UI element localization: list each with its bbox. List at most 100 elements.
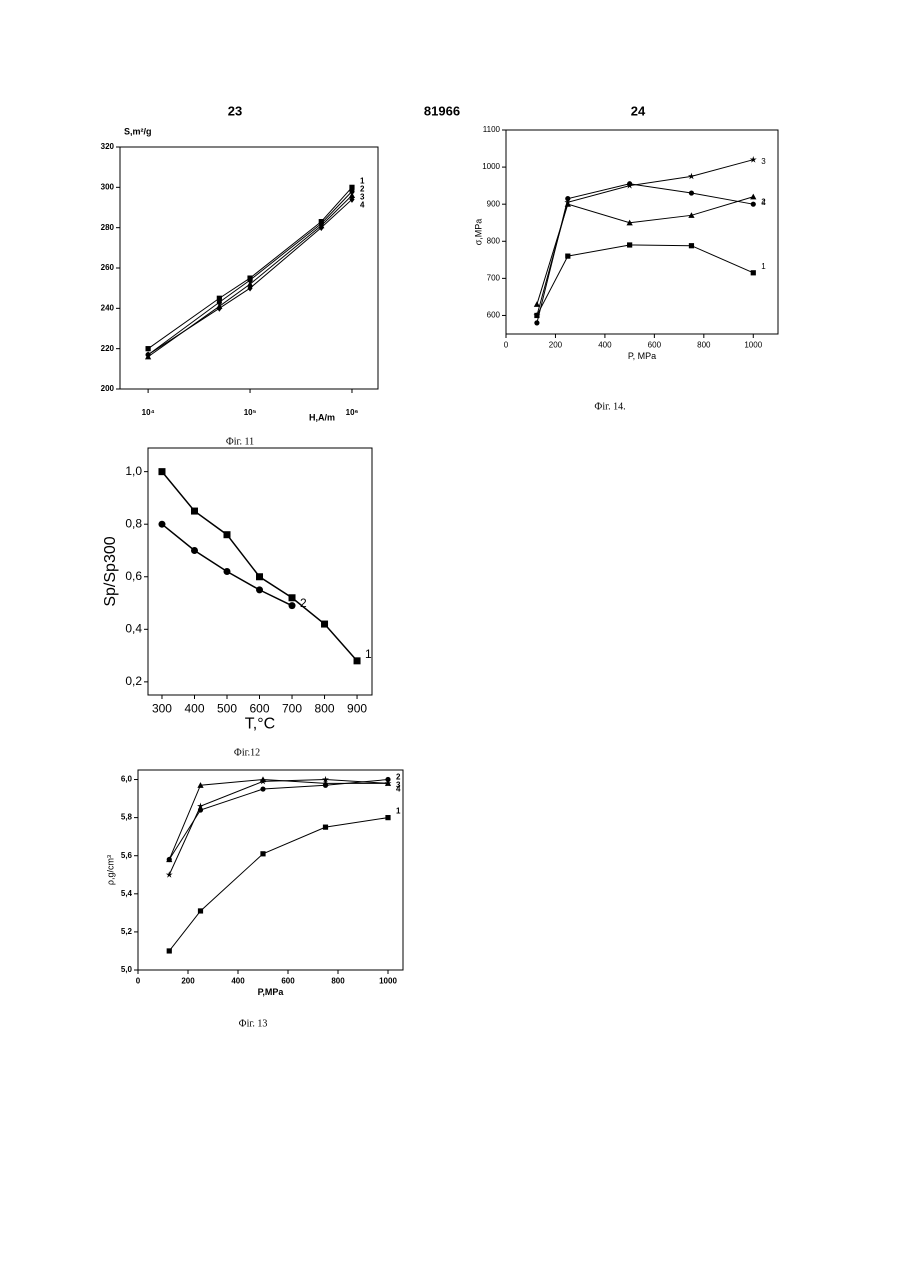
y-axis-label: Sp/Sp300 <box>102 536 119 606</box>
marker <box>191 547 198 554</box>
y-tick-label: 5,6 <box>121 851 133 860</box>
figure-caption: Фіг.12 <box>234 747 260 758</box>
y-tick-label: 1000 <box>482 162 500 171</box>
x-tick-label: 0 <box>136 977 141 986</box>
x-tick-label: 300 <box>152 702 172 716</box>
y-tick-label: 260 <box>101 263 115 272</box>
series-label: 2 <box>300 596 307 610</box>
x-tick-label: 200 <box>549 341 563 350</box>
x-axis-label: T,°C <box>245 715 275 732</box>
y-tick-label: 220 <box>101 344 115 353</box>
marker <box>385 815 390 820</box>
series-label: 1 <box>396 807 401 816</box>
series-line <box>169 780 388 875</box>
page-number-left: 23 <box>228 103 242 118</box>
y-axis-label: S,m²/g <box>124 126 152 136</box>
x-tick-label: 400 <box>598 341 612 350</box>
y-tick-label: 300 <box>101 182 115 191</box>
series-label: 1 <box>365 647 372 661</box>
y-tick-label: 5,0 <box>121 965 133 974</box>
marker <box>354 657 361 664</box>
series-label: 4 <box>396 784 401 793</box>
series-label: 1 <box>761 262 766 271</box>
y-tick-label: 0,4 <box>125 621 142 635</box>
y-tick-label: 320 <box>101 142 115 151</box>
x-tick-label: 10⁶ <box>346 408 359 417</box>
marker <box>323 825 328 830</box>
series-line <box>169 818 388 951</box>
x-tick-label: 600 <box>281 977 295 986</box>
marker <box>751 202 756 207</box>
y-tick-label: 5,2 <box>121 927 133 936</box>
marker <box>167 948 172 953</box>
y-tick-label: 280 <box>101 223 115 232</box>
x-tick-label: 1000 <box>379 977 397 986</box>
marker <box>158 468 165 475</box>
y-tick-label: 5,8 <box>121 813 133 822</box>
y-tick-label: 900 <box>487 199 501 208</box>
marker <box>166 871 173 878</box>
series-label: 4 <box>360 201 365 210</box>
x-tick-label: 700 <box>282 702 302 716</box>
marker <box>534 301 540 307</box>
marker <box>224 531 231 538</box>
y-tick-label: 1,0 <box>125 464 142 478</box>
x-tick-label: 0 <box>504 341 509 350</box>
x-tick-label: 200 <box>181 977 195 986</box>
y-tick-label: 240 <box>101 303 115 312</box>
x-tick-label: 600 <box>249 702 269 716</box>
x-axis-label: P,MPa <box>258 987 285 997</box>
x-tick-label: 800 <box>315 702 335 716</box>
series-line <box>537 197 753 305</box>
marker <box>689 190 694 195</box>
x-tick-label: 10⁵ <box>244 408 257 417</box>
marker <box>260 851 265 856</box>
series-line <box>148 191 352 354</box>
figure-caption: Фіг. 13 <box>239 1018 268 1029</box>
y-tick-label: 0,2 <box>125 674 142 688</box>
series-label: 3 <box>761 157 766 166</box>
marker <box>158 521 165 528</box>
marker <box>217 305 222 312</box>
x-tick-label: 800 <box>697 341 711 350</box>
document: 23 81966 24 10⁴10⁵10⁶2002202402602803003… <box>0 0 901 1273</box>
marker <box>256 586 263 593</box>
y-axis-label: σ,MPa <box>474 219 484 246</box>
plot-frame <box>120 147 378 389</box>
y-tick-label: 0,6 <box>125 569 142 583</box>
marker <box>146 346 151 351</box>
x-tick-label: 800 <box>331 977 345 986</box>
marker <box>256 573 263 580</box>
series-line <box>148 187 352 348</box>
marker <box>750 194 756 200</box>
y-tick-label: 5,4 <box>121 889 133 898</box>
x-tick-label: 400 <box>184 702 204 716</box>
page: 23 81966 24 10⁴10⁵10⁶2002202402602803003… <box>0 0 901 1273</box>
marker <box>751 270 756 275</box>
x-tick-label: 400 <box>231 977 245 986</box>
x-tick-label: 900 <box>347 702 367 716</box>
y-tick-label: 6,0 <box>121 775 133 784</box>
x-tick-label: 1000 <box>744 341 762 350</box>
x-tick-label: 600 <box>648 341 662 350</box>
x-tick-label: 10⁴ <box>142 408 155 417</box>
marker <box>534 320 539 325</box>
y-tick-label: 1100 <box>483 125 501 134</box>
y-axis-label: ρ,g/cm³ <box>106 855 116 885</box>
y-tick-label: 700 <box>487 273 501 282</box>
marker <box>289 594 296 601</box>
series-line <box>537 160 753 316</box>
series-label: 4 <box>761 198 766 207</box>
marker <box>321 621 328 628</box>
marker <box>224 568 231 575</box>
marker <box>289 602 296 609</box>
figure-caption: Фіг. 14. <box>594 401 625 412</box>
figure-caption: Фіг. 11 <box>226 436 254 447</box>
y-tick-label: 600 <box>487 311 501 320</box>
y-tick-label: 800 <box>487 236 501 245</box>
plot-frame <box>506 130 778 334</box>
y-tick-label: 200 <box>101 384 115 393</box>
y-tick-label: 0,8 <box>125 516 142 530</box>
marker <box>198 908 203 913</box>
x-axis-label: P, MPa <box>628 351 656 361</box>
